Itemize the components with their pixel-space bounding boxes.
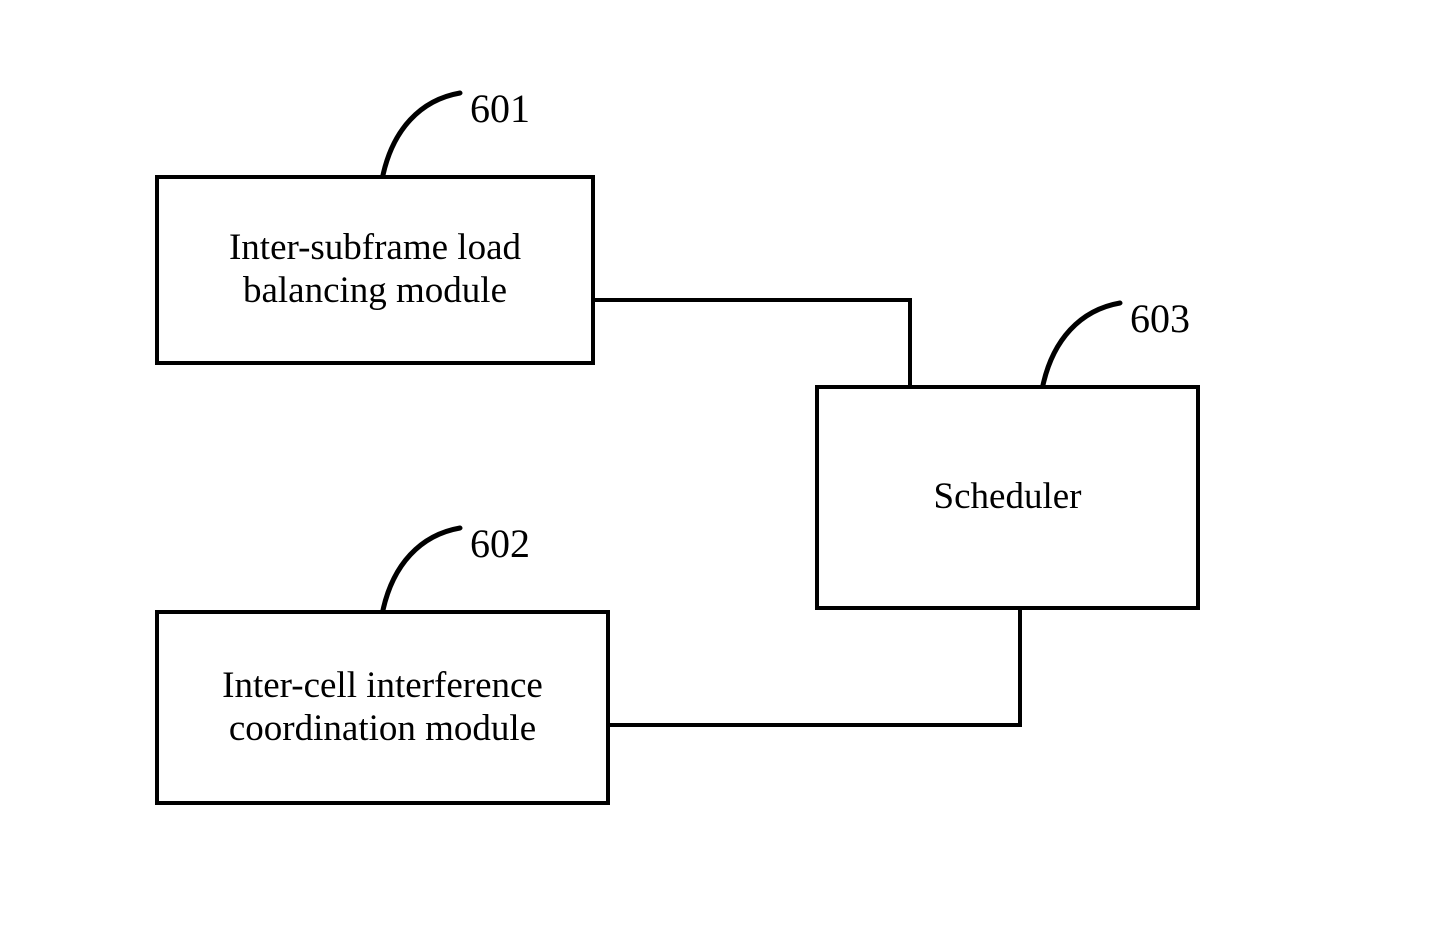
connectors-overlay — [0, 0, 1448, 949]
node-602-inter-cell-interference-coordination-module: Inter-cell interference coordination mod… — [155, 610, 610, 805]
node-603-scheduler: Scheduler — [815, 385, 1200, 610]
node-602-label-line2: coordination module — [229, 708, 536, 749]
connector-601-to-603 — [595, 300, 910, 385]
reference-label-601: 601 — [470, 85, 530, 132]
node-601-inter-subframe-load-balancing-module: Inter-subframe load balancing module — [155, 175, 595, 365]
node-601-label: Inter-subframe load balancing module — [229, 227, 521, 312]
node-603-label: Scheduler — [934, 476, 1082, 519]
reference-label-602: 602 — [470, 520, 530, 567]
callout-602 — [383, 528, 460, 610]
node-601-label-line1: Inter-subframe load — [229, 227, 521, 268]
node-602-label: Inter-cell interference coordination mod… — [222, 665, 543, 750]
callout-601 — [383, 93, 460, 175]
node-601-label-line2: balancing module — [243, 270, 507, 311]
connector-602-to-603 — [610, 610, 1020, 725]
node-602-label-line1: Inter-cell interference — [222, 665, 543, 706]
callout-603 — [1043, 303, 1120, 385]
diagram-canvas: Inter-subframe load balancing module Int… — [0, 0, 1448, 949]
reference-label-603: 603 — [1130, 295, 1190, 342]
